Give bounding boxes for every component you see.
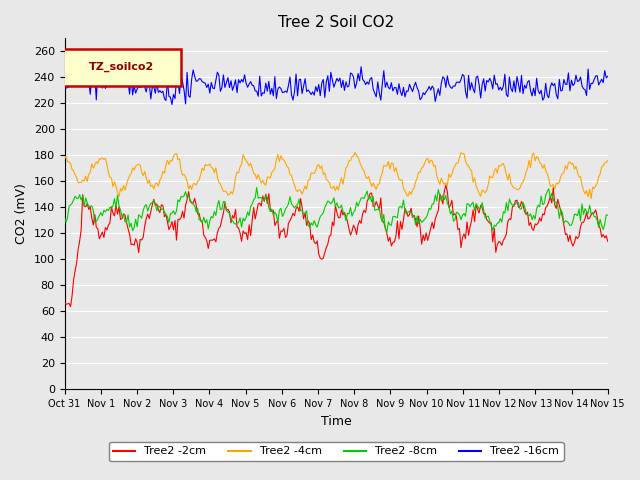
- Tree2 -16cm: [243, 80, 250, 86]
- Tree2 -2cm: [67, 304, 74, 310]
- Tree2 -4cm: [604, 157, 612, 163]
- Tree2 -4cm: [298, 192, 306, 197]
- Tree2 -8cm: [241, 218, 248, 224]
- Tree2 -2cm: [300, 216, 307, 222]
- Tree2 -2cm: [252, 216, 259, 222]
- Tree2 -8cm: [577, 218, 584, 224]
- Line: Tree2 -2cm: Tree2 -2cm: [65, 185, 608, 307]
- Tree2 -16cm: [300, 83, 307, 89]
- Tree2 -8cm: [383, 229, 390, 235]
- Tree2 -4cm: [250, 170, 257, 176]
- Tree2 -16cm: [127, 73, 135, 79]
- Tree2 -16cm: [577, 74, 584, 80]
- Tree2 -8cm: [604, 212, 612, 218]
- Line: Tree2 -4cm: Tree2 -4cm: [65, 153, 608, 199]
- Tree2 -4cm: [127, 170, 135, 176]
- Tree2 -8cm: [253, 185, 260, 191]
- Tree2 -8cm: [127, 220, 135, 226]
- Tree2 -16cm: [604, 73, 612, 79]
- Tree2 -2cm: [61, 300, 68, 306]
- Tree2 -16cm: [252, 88, 259, 94]
- Line: Tree2 -16cm: Tree2 -16cm: [65, 67, 608, 105]
- Tree2 -16cm: [61, 85, 68, 91]
- Tree2 -16cm: [357, 64, 365, 70]
- Tree2 -4cm: [575, 174, 583, 180]
- Y-axis label: CO2 (mV): CO2 (mV): [15, 183, 28, 244]
- Title: Tree 2 Soil CO2: Tree 2 Soil CO2: [278, 15, 394, 30]
- X-axis label: Time: Time: [321, 415, 351, 428]
- Tree2 -2cm: [577, 224, 584, 229]
- Legend: Tree2 -2cm, Tree2 -4cm, Tree2 -8cm, Tree2 -16cm: Tree2 -2cm, Tree2 -4cm, Tree2 -8cm, Tree…: [109, 442, 564, 461]
- Tree2 -8cm: [250, 197, 257, 203]
- Tree2 -16cm: [168, 102, 176, 108]
- Tree2 -2cm: [442, 182, 450, 188]
- Tree2 -8cm: [61, 215, 68, 220]
- Tree2 -2cm: [243, 230, 250, 236]
- Text: TZ_soilco2: TZ_soilco2: [89, 62, 154, 72]
- Tree2 -2cm: [604, 239, 612, 244]
- Tree2 -2cm: [224, 206, 232, 212]
- Tree2 -16cm: [224, 75, 232, 81]
- Line: Tree2 -8cm: Tree2 -8cm: [65, 188, 608, 232]
- Tree2 -2cm: [129, 241, 136, 247]
- Tree2 -8cm: [223, 208, 230, 214]
- Tree2 -4cm: [223, 189, 230, 195]
- Tree2 -4cm: [241, 155, 248, 161]
- Tree2 -4cm: [61, 156, 68, 162]
- Tree2 -4cm: [588, 196, 595, 202]
- Tree2 -8cm: [300, 212, 307, 217]
- Tree2 -4cm: [351, 150, 359, 156]
- FancyBboxPatch shape: [62, 48, 181, 85]
